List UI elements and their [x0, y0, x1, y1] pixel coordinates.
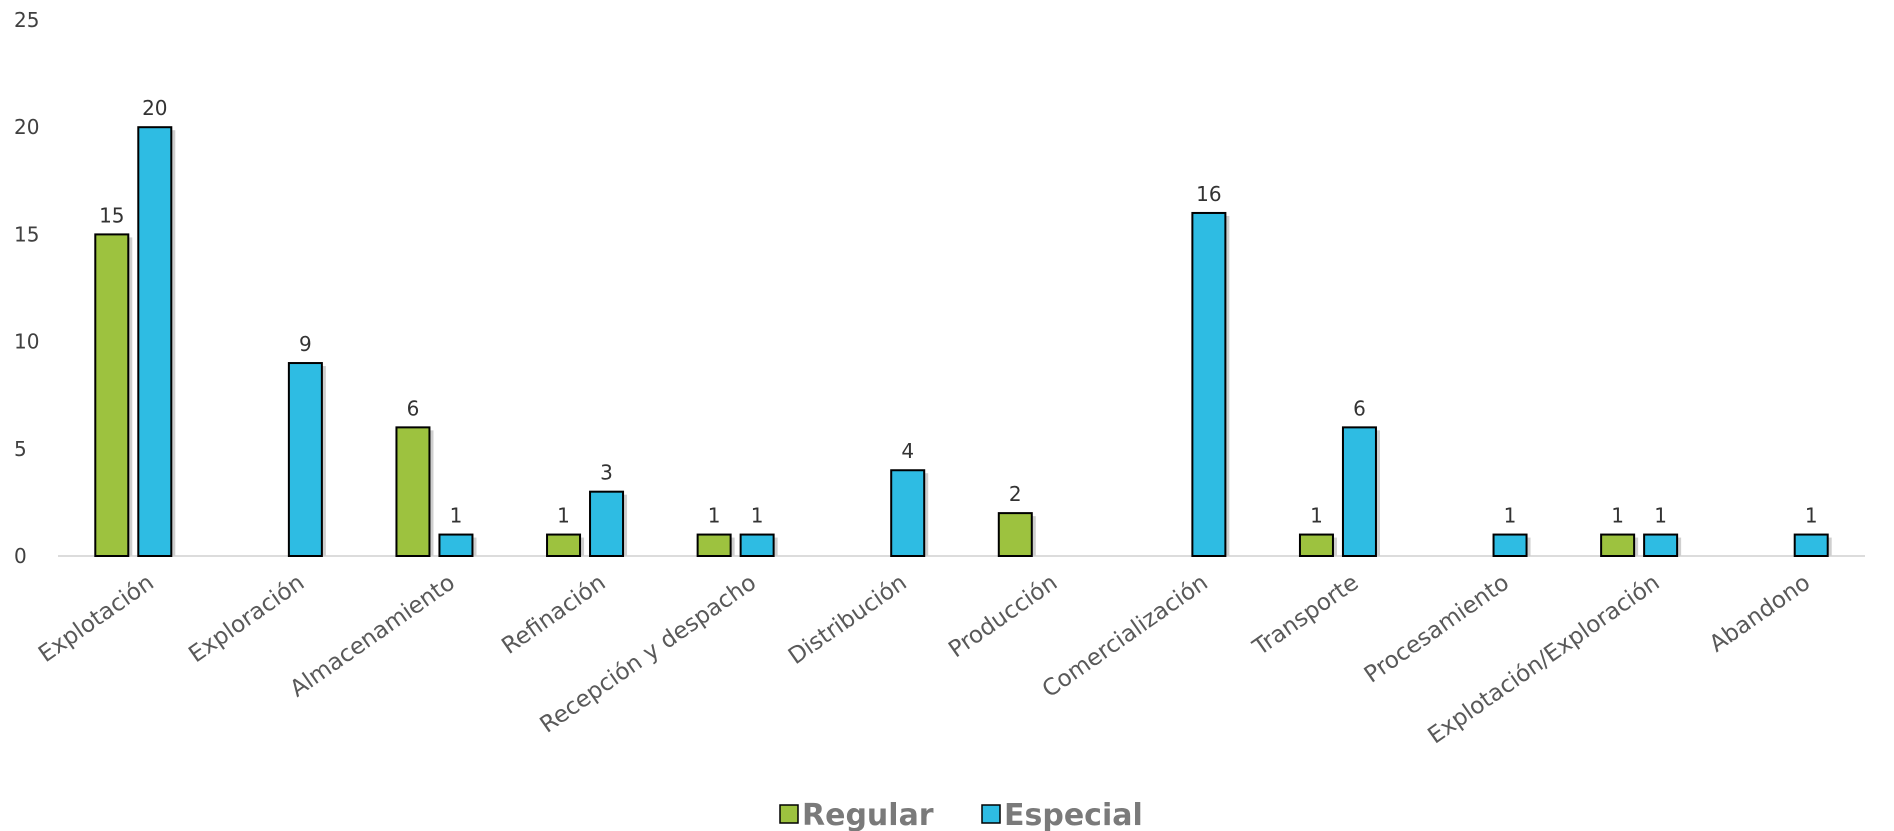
bar-especial	[589, 490, 625, 557]
data-label: 3	[600, 461, 613, 485]
data-label: 16	[1196, 182, 1221, 206]
bar-especial	[1492, 533, 1528, 557]
y-tick-label: 25	[14, 8, 39, 32]
data-label: 6	[1353, 396, 1366, 420]
legend-label-regular: Regular	[802, 798, 934, 831]
bars	[94, 126, 1832, 558]
data-label: 1	[557, 504, 570, 528]
bar-regular	[696, 533, 732, 557]
bar-especial	[1341, 426, 1377, 557]
x-category-label: Explotación	[34, 570, 159, 668]
x-category-label: Transporte	[1248, 570, 1364, 662]
bar-regular	[1600, 533, 1636, 557]
legend-swatch-especial	[981, 804, 1001, 824]
bar-regular	[997, 512, 1033, 557]
bar-regular	[395, 426, 431, 557]
x-category-label: Exploración	[184, 570, 309, 668]
legend: Regular Especial	[779, 798, 1143, 831]
data-label: 1	[1654, 504, 1667, 528]
data-label: 1	[1310, 504, 1323, 528]
bar-especial	[890, 469, 926, 557]
bar-especial	[1793, 533, 1829, 557]
data-label: 4	[901, 439, 914, 463]
data-label: 1	[450, 504, 463, 528]
data-label: 20	[142, 96, 167, 120]
data-label: 1	[1611, 504, 1624, 528]
bar-especial	[739, 533, 775, 557]
bar-regular	[546, 533, 582, 557]
data-label: 1	[1805, 504, 1818, 528]
bar-regular	[94, 233, 130, 557]
x-category-label: Procesamiento	[1360, 570, 1514, 689]
data-label: 1	[1504, 504, 1517, 528]
x-category-label: Abandono	[1705, 570, 1815, 658]
x-category-label: Almacenamiento	[285, 570, 459, 703]
y-tick-label: 20	[14, 115, 39, 139]
x-category-label: Producción	[944, 570, 1062, 664]
x-category-label: Distribución	[784, 570, 912, 670]
data-label: 2	[1009, 482, 1022, 506]
y-tick-label: 15	[14, 222, 39, 246]
x-category-label: Refinación	[497, 570, 610, 660]
bar-especial	[137, 126, 173, 557]
bar-especial	[438, 533, 474, 557]
x-category-label: Comercialización	[1038, 570, 1213, 703]
legend-swatch-regular	[779, 804, 799, 824]
data-label: 6	[407, 396, 420, 420]
y-tick-label: 10	[14, 330, 39, 354]
y-tick-label: 5	[14, 437, 27, 461]
legend-label-especial: Especial	[1004, 798, 1143, 831]
y-tick-label: 0	[14, 544, 27, 568]
y-axis: 0 5 10 15 20 25	[14, 8, 1865, 568]
bar-especial	[287, 362, 323, 558]
data-label: 15	[99, 203, 124, 227]
bar-regular	[1298, 533, 1334, 557]
bar-especial	[1191, 211, 1227, 558]
bar-especial	[1643, 533, 1679, 557]
data-label: 9	[299, 332, 312, 356]
data-label: 1	[708, 504, 721, 528]
data-label: 1	[751, 504, 764, 528]
